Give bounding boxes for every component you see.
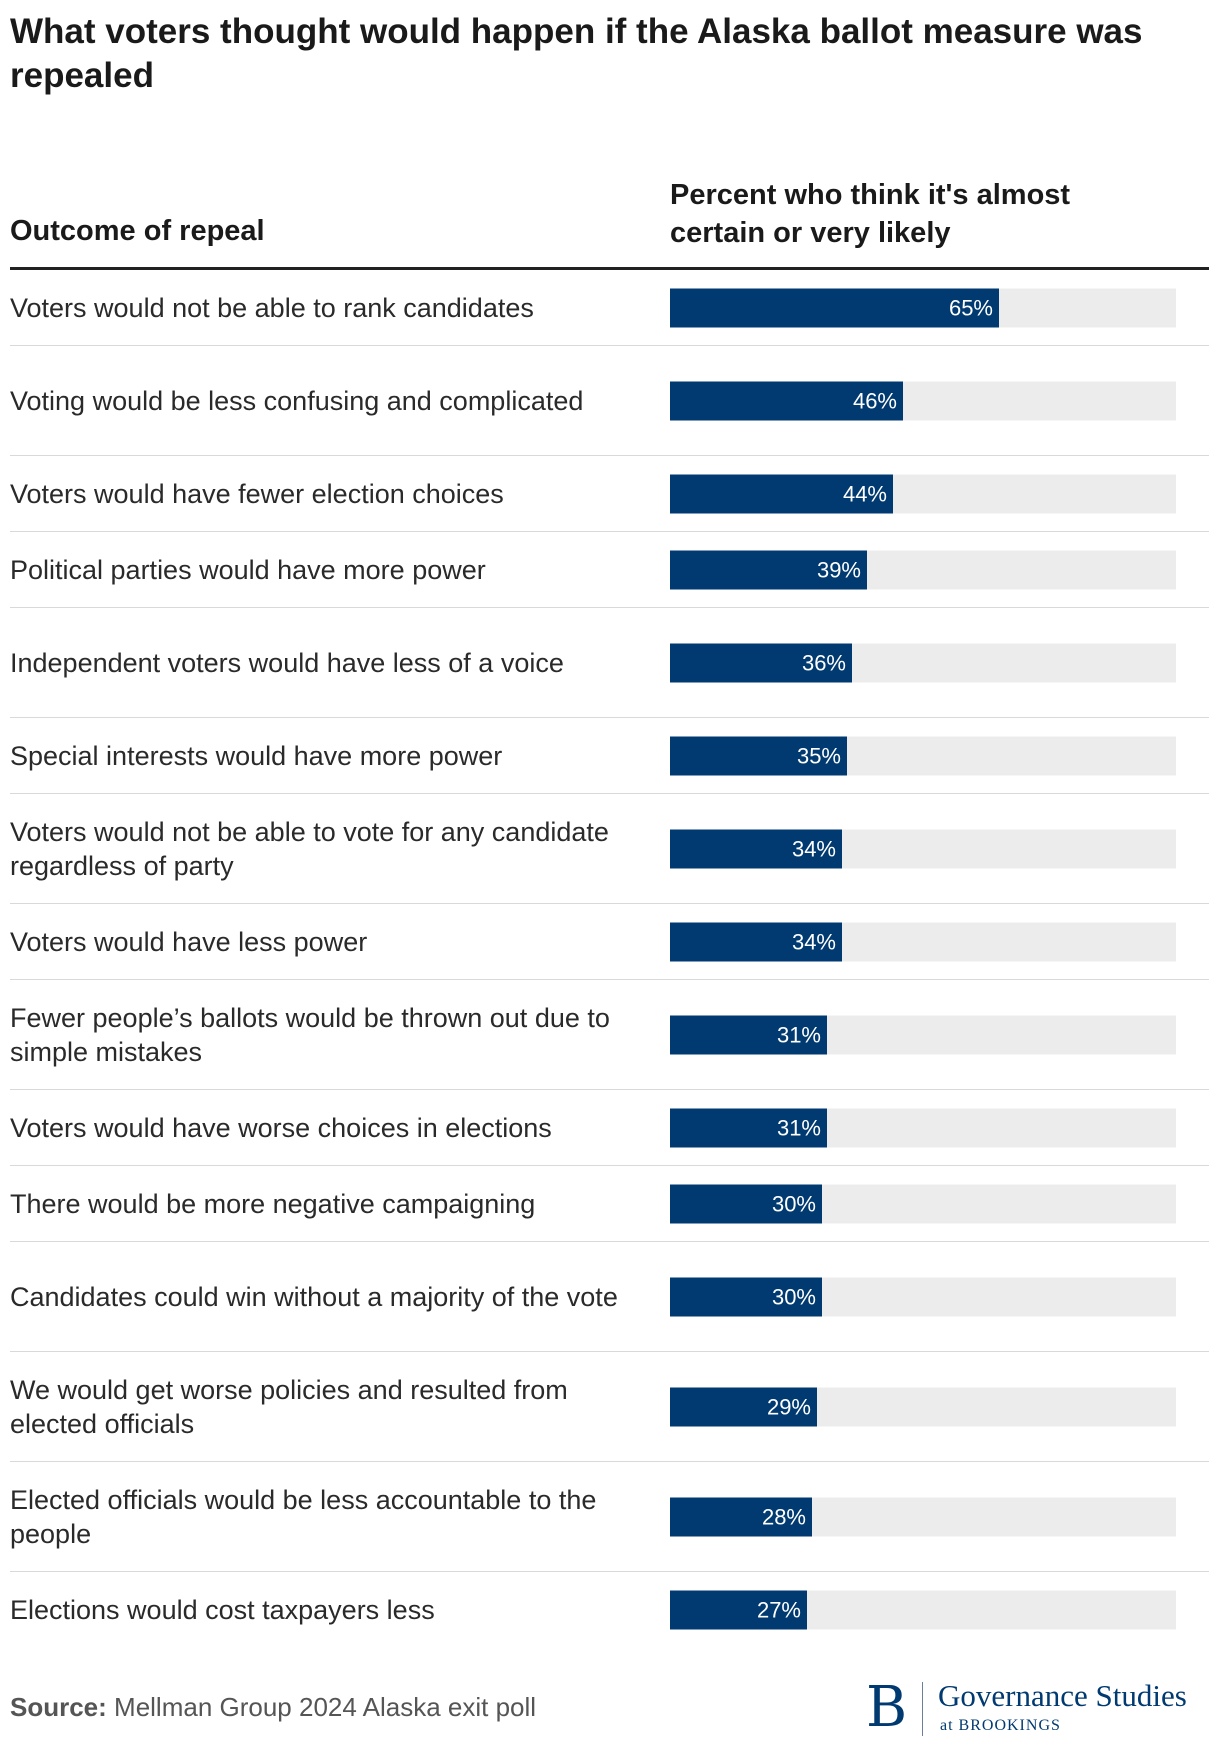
bar-track: 65% <box>670 288 1176 327</box>
bar-track: 28% <box>670 1497 1176 1536</box>
bar-track: 34% <box>670 922 1176 961</box>
logo-subtitle: at BROOKINGS <box>940 1717 1061 1734</box>
bar: 44% <box>670 474 893 513</box>
bar: 31% <box>670 1108 827 1147</box>
logo-divider <box>922 1682 923 1736</box>
bar-row: Fewer people’s ballots would be thrown o… <box>10 980 1209 1090</box>
category-label: Voting would be less confusing and compl… <box>10 385 584 416</box>
category-label: Voters would not be able to rank candida… <box>10 292 534 323</box>
bar-value-label: 31% <box>776 1115 821 1140</box>
bar-value-label: 36% <box>801 650 846 675</box>
bar-value-label: 34% <box>791 836 836 861</box>
logo-name: Governance Studies <box>938 1678 1187 1713</box>
bar-row: Special interests would have more power 3… <box>10 718 1209 794</box>
bar: 34% <box>670 922 842 961</box>
bar-track: 39% <box>670 550 1176 589</box>
bar-value-label: 39% <box>816 557 861 582</box>
bar-value-label: 30% <box>771 1191 816 1216</box>
category-label: Voters would have fewer election choices <box>10 478 504 509</box>
bar: 39% <box>670 550 867 589</box>
category-label: Candidates could win without a majority … <box>10 1281 618 1312</box>
category-label: There would be more negative campaigning <box>10 1188 536 1219</box>
bar-rows: Voters would not be able to rank candida… <box>10 270 1209 1647</box>
category-label: Voters would not be able to vote for any… <box>10 816 609 881</box>
bar-row: Elections would cost taxpayers less 27% <box>10 1572 1209 1647</box>
bar: 31% <box>670 1015 827 1054</box>
bar-track: 44% <box>670 474 1176 513</box>
bar-row: Voting would be less confusing and compl… <box>10 346 1209 456</box>
bar: 30% <box>670 1277 822 1316</box>
bar-track: 30% <box>670 1277 1176 1316</box>
bar-track: 27% <box>670 1590 1176 1629</box>
bar-value-label: 27% <box>756 1597 801 1622</box>
bar-track: 36% <box>670 643 1176 682</box>
bar-track: 31% <box>670 1015 1176 1054</box>
category-column-header: Outcome of repeal <box>10 215 265 247</box>
category-label: Independent voters would have less of a … <box>10 647 564 678</box>
source-text: Mellman Group 2024 Alaska exit poll <box>106 1692 537 1722</box>
bar-row: Voters would not be able to vote for any… <box>10 794 1209 904</box>
bar: 27% <box>670 1590 807 1629</box>
chart-title: What voters thought would happen if the … <box>10 12 1143 95</box>
bar-row: Voters would have worse choices in elect… <box>10 1090 1209 1166</box>
bar-row: Voters would have fewer election choices… <box>10 456 1209 532</box>
category-label: Special interests would have more power <box>10 740 503 771</box>
bar-track: 30% <box>670 1184 1176 1223</box>
bar-value-label: 65% <box>948 295 993 320</box>
category-label: Elected officials would be less accounta… <box>10 1484 597 1549</box>
bar-row: Independent voters would have less of a … <box>10 608 1209 718</box>
bar-row: Political parties would have more power 3… <box>10 532 1209 608</box>
category-label: Voters would have worse choices in elect… <box>10 1112 552 1143</box>
brookings-logo: B Governance Studies at BROOKINGS <box>862 1676 1212 1742</box>
bar: 29% <box>670 1387 817 1426</box>
logo-mark: B <box>866 1675 908 1740</box>
header-rule <box>10 267 1209 270</box>
category-label: Fewer people’s ballots would be thrown o… <box>10 1002 610 1067</box>
bar-value-label: 28% <box>761 1504 806 1529</box>
category-label: Political parties would have more power <box>10 554 486 585</box>
value-column-header: Percent who think it's almost certain or… <box>670 179 1071 249</box>
bar-value-label: 30% <box>771 1284 816 1309</box>
bar: 36% <box>670 643 852 682</box>
bar-row: Elected officials would be less accounta… <box>10 1462 1209 1572</box>
bar: 34% <box>670 829 842 868</box>
bar-track: 35% <box>670 736 1176 775</box>
bar: 30% <box>670 1184 822 1223</box>
bar-track: 34% <box>670 829 1176 868</box>
bar: 46% <box>670 381 903 420</box>
bar-row: Candidates could win without a majority … <box>10 1242 1209 1352</box>
bar-value-label: 34% <box>791 929 836 954</box>
bar-row: There would be more negative campaigning… <box>10 1166 1209 1242</box>
category-label: Voters would have less power <box>10 926 368 957</box>
bar-track: 31% <box>670 1108 1176 1147</box>
bar: 65% <box>670 288 999 327</box>
bar-value-label: 44% <box>842 481 887 506</box>
bar-value-label: 46% <box>852 388 897 413</box>
category-label: We would get worse policies and resulted… <box>10 1374 568 1439</box>
bar-value-label: 29% <box>766 1394 811 1419</box>
bar-row: We would get worse policies and resulted… <box>10 1352 1209 1462</box>
bar-row: Voters would not be able to rank candida… <box>10 270 1209 346</box>
source-note: Source: Mellman Group 2024 Alaska exit p… <box>10 1690 536 1724</box>
source-label: Source: <box>10 1692 107 1722</box>
bar-value-label: 35% <box>796 743 841 768</box>
bar-row: Voters would have less power 34% <box>10 904 1209 980</box>
bar-track: 46% <box>670 381 1176 420</box>
bar-value-label: 31% <box>776 1022 821 1047</box>
bar: 35% <box>670 736 847 775</box>
category-label: Elections would cost taxpayers less <box>10 1594 435 1625</box>
bar-track: 29% <box>670 1387 1176 1426</box>
bar: 28% <box>670 1497 812 1536</box>
